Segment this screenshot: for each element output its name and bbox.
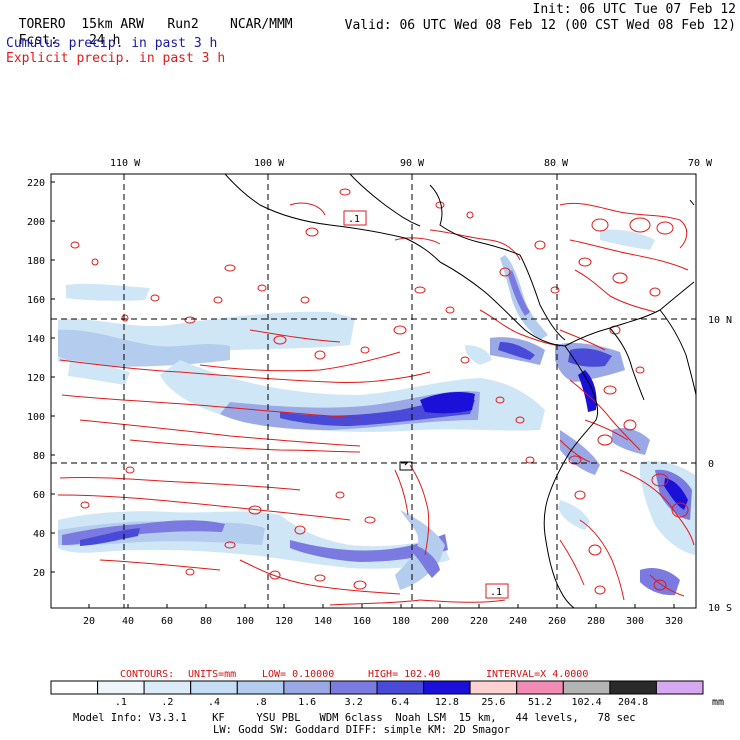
x-tick-label: 40 [122, 616, 134, 627]
legend-label: 25.6 [481, 697, 505, 708]
contour-label-1: .1 [348, 214, 360, 225]
y-tick-label: 20 [33, 568, 45, 579]
contour-info-line: CONTOURS: UNITS=mm LOW= 0.10000 HIGH= 10… [120, 669, 588, 680]
x-tick-label: 200 [431, 616, 449, 627]
contours-high: HIGH= 102.40 [368, 669, 440, 680]
contour-blobs [70, 188, 689, 595]
y-tick-label: 80 [33, 451, 45, 462]
right-latitude-labels: 10 N 0 10 S [708, 315, 732, 614]
legend-swatch [50, 680, 99, 695]
field-explicit-label: Explicit precip. in past 3 h [6, 51, 226, 66]
x-tick-label: 300 [626, 616, 644, 627]
y-tick-label: 200 [27, 217, 45, 228]
lat-label-10n: 10 N [708, 315, 732, 326]
lon-label-80w: 80 W [544, 158, 569, 169]
bottom-axis-labels: 20 40 60 80 100 120 140 160 180 200 220 … [83, 616, 683, 627]
legend-swatch [329, 680, 378, 695]
init-time: Init: 06 UTC Tue 07 Feb 12 [532, 2, 737, 17]
x-tick-label: 120 [275, 616, 293, 627]
contours-interval: INTERVAL=X 4.0000 [486, 669, 588, 680]
model-name: TORERO [18, 17, 66, 32]
legend-label: 51.2 [528, 697, 552, 708]
legend-swatch [376, 680, 425, 695]
legend-swatch [423, 680, 471, 695]
legend-label: .8 [255, 697, 267, 708]
legend-swatch [236, 680, 285, 695]
y-tick-label: 140 [27, 334, 45, 345]
contours-label: CONTOURS: [120, 669, 174, 680]
top-longitude-labels: 110 W 100 W 90 W 80 W 70 W [110, 158, 713, 169]
lat-label-0: 0 [708, 459, 714, 470]
contours-units: UNITS=mm [188, 669, 236, 680]
legend-label: 102.4 [572, 697, 602, 708]
lon-label-110w: 110 W [110, 158, 141, 169]
model-title: TORERO 15km ARW Run2 NCAR/MMM [3, 2, 293, 32]
valid-time: Valid: 06 UTC Wed 08 Feb 12 (00 CST Wed … [344, 18, 736, 33]
y-tick-label: 180 [27, 256, 45, 267]
fcst-value: 24 h [89, 33, 121, 48]
x-tick-label: 80 [200, 616, 212, 627]
legend-label: 6.4 [391, 697, 409, 708]
y-tick-label: 60 [33, 490, 45, 501]
legend-swatch [190, 680, 238, 695]
x-tick-label: 260 [548, 616, 566, 627]
y-tick-label: 40 [33, 529, 45, 540]
legend-label: .2 [161, 697, 173, 708]
legend-label: 204.8 [618, 697, 648, 708]
x-tick-label: 220 [470, 616, 488, 627]
color-legend: .1 .2 .4 .8 1.6 3.2 6.4 12.8 25.6 51.2 102.4 204.8 m… [50, 680, 724, 708]
forecast-hour: Fcst: 24 h [3, 18, 121, 48]
model-info-line-2: LW: Godd SW: Goddard DIFF: simple KM: 2D… [213, 724, 511, 736]
contour-label-2: .1 [490, 587, 502, 598]
y-tick-label: 220 [27, 178, 45, 189]
x-tick-label: 100 [236, 616, 254, 627]
legend-swatch [283, 680, 331, 695]
legend-unit: mm [712, 697, 724, 708]
y-tick-label: 100 [27, 412, 45, 423]
legend-label: 1.6 [298, 697, 316, 708]
legend-swatch [143, 680, 192, 695]
contours-low: LOW= 0.10000 [262, 669, 334, 680]
lon-label-100w: 100 W [254, 158, 285, 169]
x-tick-label: 160 [353, 616, 371, 627]
left-axis-labels: 220 200 180 160 140 120 100 80 60 40 20 [27, 178, 45, 579]
legend-label: 3.2 [345, 697, 363, 708]
legend-swatch [516, 680, 564, 695]
legend-swatch [97, 680, 145, 695]
x-tick-label: 280 [587, 616, 605, 627]
contour-label-boxes: .1 .1 [343, 210, 509, 599]
legend-swatch [655, 680, 704, 695]
latlon-grid [51, 174, 696, 608]
lat-label-10s: 10 S [708, 603, 732, 614]
legend-label: .4 [208, 697, 220, 708]
legend-swatch [609, 680, 658, 695]
y-tick-label: 120 [27, 373, 45, 384]
x-tick-label: 20 [83, 616, 95, 627]
axis-ticks [51, 181, 675, 608]
legend-swatch [562, 680, 611, 695]
model-info-line-1: Model Info: V3.3.1 KF YSU PBL WDM 6class… [73, 712, 636, 724]
legend-swatch [469, 680, 518, 695]
y-tick-label: 160 [27, 295, 45, 306]
field-cumulus-label: Cumulus precip. in past 3 h [6, 36, 218, 51]
lon-label-90w: 90 W [400, 158, 425, 169]
lon-label-70w: 70 W [688, 158, 713, 169]
coastlines [224, 174, 696, 608]
x-tick-label: 60 [161, 616, 173, 627]
cumulus-precip-layer [58, 229, 695, 596]
x-tick-label: 320 [665, 616, 683, 627]
x-tick-label: 140 [314, 616, 332, 627]
fcst-label: Fcst: [18, 33, 58, 48]
run-label: Run2 [167, 17, 199, 32]
legend-label: .1 [115, 697, 127, 708]
org-label: NCAR/MMM [230, 17, 293, 32]
x-tick-label: 240 [509, 616, 527, 627]
model-resolution: 15km ARW [81, 17, 144, 32]
legend-label: 12.8 [435, 697, 459, 708]
x-tick-label: 180 [392, 616, 410, 627]
